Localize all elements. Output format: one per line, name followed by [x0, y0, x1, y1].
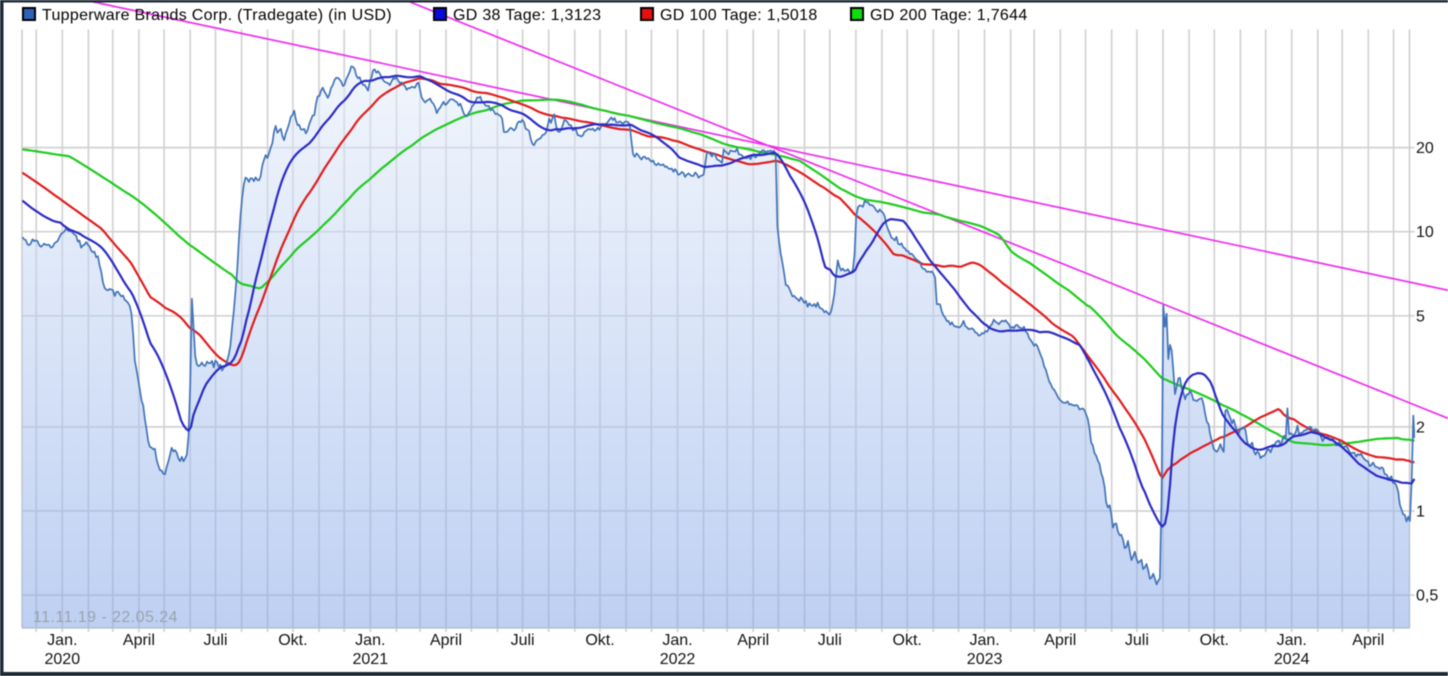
svg-text:April: April: [123, 632, 155, 649]
svg-text:Okt.: Okt.: [1200, 632, 1229, 649]
svg-text:Tupperware Brands Corp. (Trade: Tupperware Brands Corp. (Tradegate) (in …: [42, 7, 392, 24]
svg-text:Juli: Juli: [511, 632, 535, 649]
svg-text:2024: 2024: [1274, 651, 1310, 668]
svg-text:GD 200 Tage: 1,7644: GD 200 Tage: 1,7644: [870, 7, 1028, 24]
svg-text:Jan.: Jan.: [969, 632, 999, 649]
svg-text:Jan.: Jan.: [47, 632, 77, 649]
svg-text:GD 100 Tage: 1,5018: GD 100 Tage: 1,5018: [660, 7, 818, 24]
svg-text:0,5: 0,5: [1416, 588, 1438, 605]
svg-text:Jan.: Jan.: [662, 632, 692, 649]
svg-text:Okt.: Okt.: [893, 632, 922, 649]
svg-text:Okt.: Okt.: [278, 632, 307, 649]
svg-text:20: 20: [1416, 140, 1434, 157]
svg-text:1: 1: [1416, 504, 1425, 521]
svg-text:Juli: Juli: [203, 632, 227, 649]
svg-text:April: April: [737, 632, 769, 649]
svg-text:2022: 2022: [660, 651, 696, 668]
svg-text:April: April: [1044, 632, 1076, 649]
svg-text:2023: 2023: [967, 651, 1003, 668]
svg-text:2020: 2020: [45, 651, 81, 668]
svg-text:5: 5: [1416, 308, 1425, 325]
svg-text:April: April: [1352, 632, 1384, 649]
svg-text:2: 2: [1416, 419, 1425, 436]
svg-text:Juli: Juli: [1125, 632, 1149, 649]
svg-text:2021: 2021: [353, 651, 389, 668]
svg-text:Jan.: Jan.: [355, 632, 385, 649]
svg-text:GD 38 Tage: 1,3123: GD 38 Tage: 1,3123: [453, 7, 601, 24]
svg-text:11.11.19 - 22.05.24: 11.11.19 - 22.05.24: [33, 609, 178, 626]
svg-text:10: 10: [1416, 224, 1434, 241]
svg-text:Jan.: Jan.: [1277, 632, 1307, 649]
svg-text:Okt.: Okt.: [585, 632, 614, 649]
svg-text:Juli: Juli: [818, 632, 842, 649]
svg-text:April: April: [430, 632, 462, 649]
